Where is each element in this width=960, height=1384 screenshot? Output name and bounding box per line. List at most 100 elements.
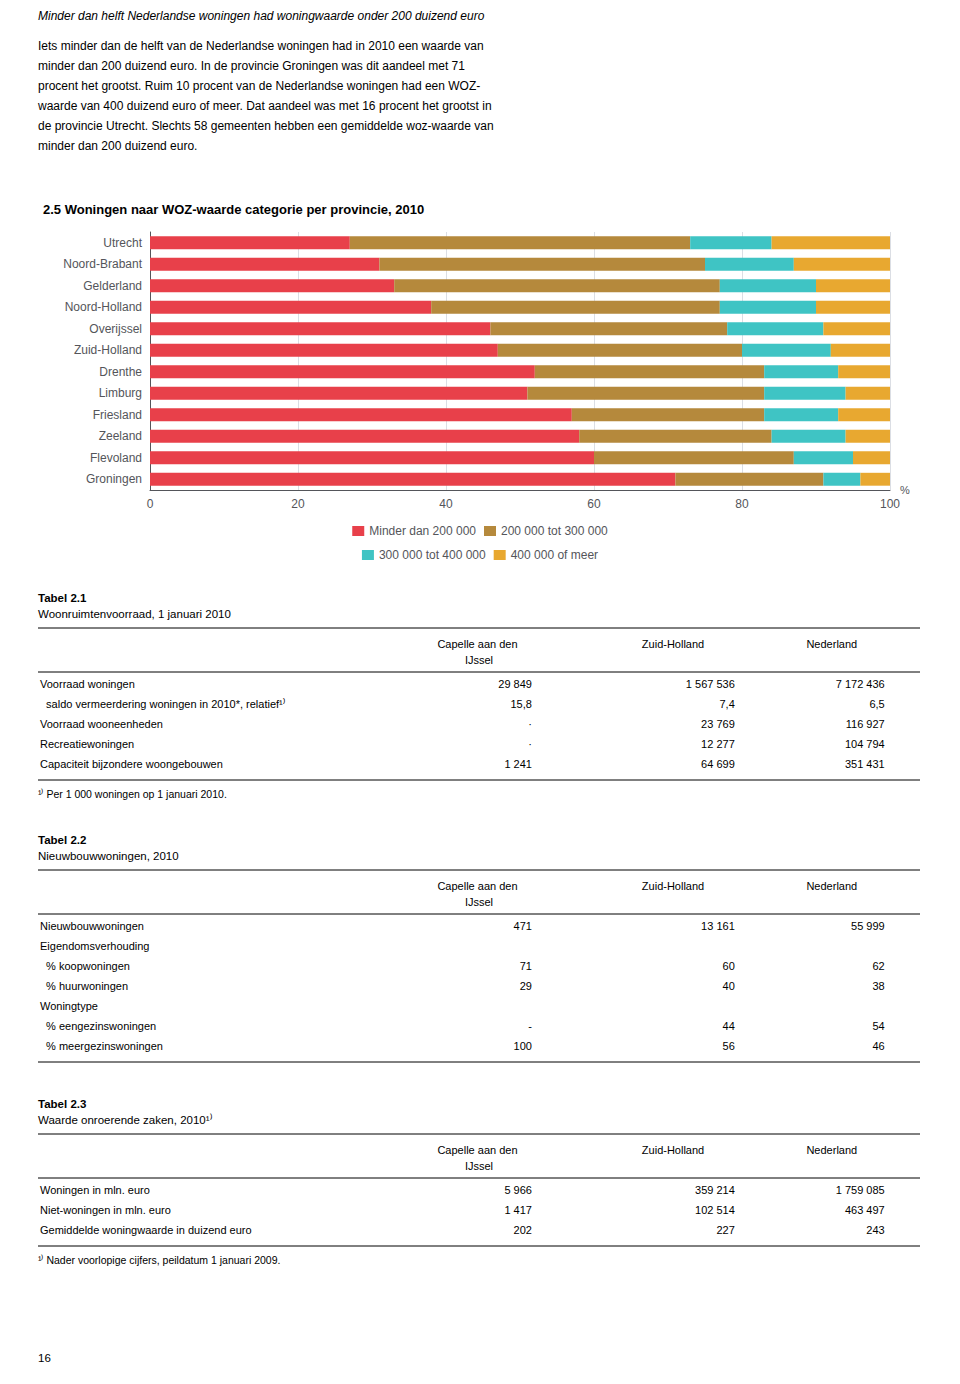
- svg-text:Tabel 2.2: Tabel 2.2: [38, 834, 86, 846]
- svg-text:64 699: 64 699: [701, 758, 735, 770]
- svg-text:7,4: 7,4: [719, 698, 734, 710]
- svg-text:Zuid-Holland: Zuid-Holland: [642, 638, 704, 650]
- svg-text:IJssel: IJssel: [465, 1160, 493, 1172]
- svg-text:20: 20: [291, 497, 305, 511]
- svg-text:Zeeland: Zeeland: [99, 429, 142, 443]
- svg-text:463 497: 463 497: [845, 1204, 885, 1216]
- svg-text:46: 46: [872, 1040, 884, 1052]
- svg-text:29: 29: [520, 980, 532, 992]
- svg-text:40: 40: [439, 497, 453, 511]
- svg-text:minder dan 200 duizend euro. I: minder dan 200 duizend euro. In de provi…: [38, 59, 465, 73]
- svg-text:Zuid-Holland: Zuid-Holland: [642, 880, 704, 892]
- svg-text:15,8: 15,8: [510, 698, 531, 710]
- svg-text:100: 100: [514, 1040, 532, 1052]
- svg-text:Woonruimtenvoorraad, 1 januari: Woonruimtenvoorraad, 1 januari 2010: [38, 608, 231, 620]
- svg-text:104 794: 104 794: [845, 738, 885, 750]
- svg-text:62: 62: [872, 960, 884, 972]
- svg-text:Capelle aan den: Capelle aan den: [437, 1144, 520, 1156]
- svg-text:Noord-Brabant: Noord-Brabant: [63, 257, 142, 271]
- svg-text:80: 80: [735, 497, 749, 511]
- svg-text:Woningtype: Woningtype: [40, 1000, 98, 1012]
- svg-text:55 999: 55 999: [851, 920, 885, 932]
- svg-text:400 000 of meer: 400 000 of meer: [511, 548, 598, 562]
- svg-text:12 277: 12 277: [701, 738, 735, 750]
- svg-text:Tabel 2.3: Tabel 2.3: [38, 1098, 86, 1110]
- svg-text:Gemiddelde woningwaarde in dui: Gemiddelde woningwaarde in duizend euro: [40, 1224, 252, 1236]
- svg-text:71: 71: [520, 960, 532, 972]
- svg-text:Limburg: Limburg: [99, 386, 142, 400]
- svg-text:Capaciteit bijzondere woongebo: Capaciteit bijzondere woongebouwen: [40, 758, 223, 770]
- svg-text:Nederland: Nederland: [806, 1144, 857, 1156]
- svg-text:Voorraad woningen: Voorraad woningen: [40, 678, 135, 690]
- svg-text:Niet-woningen in mln. euro: Niet-woningen in mln. euro: [40, 1204, 171, 1216]
- svg-text:Nieuwbouwwoningen: Nieuwbouwwoningen: [40, 920, 144, 932]
- svg-text:-: -: [528, 1020, 532, 1032]
- svg-text:Tabel 2.1: Tabel 2.1: [38, 592, 87, 604]
- svg-text:% eengezinswoningen: % eengezinswoningen: [40, 1020, 156, 1032]
- svg-text:%: %: [900, 484, 910, 496]
- svg-text:·: ·: [528, 738, 532, 750]
- svg-text:102 514: 102 514: [695, 1204, 735, 1216]
- svg-text:23 769: 23 769: [701, 718, 735, 730]
- svg-text:Capelle aan den: Capelle aan den: [437, 880, 520, 892]
- svg-text:0: 0: [147, 497, 154, 511]
- svg-text:saldo vermeerdering woningen i: saldo vermeerdering woningen in 2010*, r…: [40, 698, 285, 710]
- svg-text:Noord-Holland: Noord-Holland: [65, 300, 142, 314]
- svg-text:54: 54: [872, 1020, 884, 1032]
- svg-text:116 927: 116 927: [846, 718, 885, 730]
- svg-text:16: 16: [38, 1352, 51, 1364]
- svg-text:Woningen in mln. euro: Woningen in mln. euro: [40, 1184, 150, 1196]
- svg-text:% huurwoningen: % huurwoningen: [40, 980, 128, 992]
- svg-text:44: 44: [723, 1020, 735, 1032]
- svg-text:% meergezinswoningen: % meergezinswoningen: [40, 1040, 163, 1052]
- svg-text:Nieuwbouwwoningen, 2010: Nieuwbouwwoningen, 2010: [38, 850, 179, 862]
- svg-text:5 966: 5 966: [504, 1184, 532, 1196]
- svg-text:1 417: 1 417: [504, 1204, 532, 1216]
- svg-text:60: 60: [723, 960, 735, 972]
- svg-text:Waarde onroerende zaken, 2010¹: Waarde onroerende zaken, 2010¹⁾: [38, 1113, 213, 1126]
- svg-text:Groningen: Groningen: [86, 472, 142, 486]
- svg-text:¹⁾ Nader voorlopige cijfers, p: ¹⁾ Nader voorlopige cijfers, peildatum 1…: [38, 1254, 280, 1266]
- svg-text:Iets minder dan de helft van d: Iets minder dan de helft van de Nederlan…: [38, 39, 484, 53]
- svg-text:Zuid-Holland: Zuid-Holland: [642, 1144, 704, 1156]
- svg-text:471: 471: [514, 920, 532, 932]
- svg-text:·: ·: [528, 718, 532, 730]
- svg-text:minder dan 200 duizend euro.: minder dan 200 duizend euro.: [38, 139, 197, 153]
- svg-text:Overijssel: Overijssel: [89, 322, 142, 336]
- svg-text:40: 40: [723, 980, 735, 992]
- svg-text:38: 38: [872, 980, 884, 992]
- svg-text:227: 227: [716, 1224, 734, 1236]
- svg-text:de provincie Utrecht. Slechts: de provincie Utrecht. Slechts 58 gemeent…: [38, 119, 494, 133]
- svg-text:procent het grootst. Ruim 10 p: procent het grootst. Ruim 10 procent van…: [38, 79, 480, 93]
- svg-text:6,5: 6,5: [869, 698, 884, 710]
- svg-text:Voorraad wooneenheden: Voorraad wooneenheden: [40, 718, 163, 730]
- svg-text:Drenthe: Drenthe: [99, 365, 142, 379]
- svg-text:202: 202: [514, 1224, 532, 1236]
- svg-text:Gelderland: Gelderland: [83, 279, 142, 293]
- svg-text:Zuid-Holland: Zuid-Holland: [74, 343, 142, 357]
- svg-text:¹⁾ Per 1 000 woningen op 1 jan: ¹⁾ Per 1 000 woningen op 1 januari 2010.: [38, 788, 227, 800]
- svg-text:Minder dan helft Nederlandse w: Minder dan helft Nederlandse woningen ha…: [38, 9, 485, 23]
- svg-text:7 172 436: 7 172 436: [836, 678, 885, 690]
- svg-text:Minder dan 200 000: Minder dan 200 000: [369, 524, 476, 538]
- svg-text:IJssel: IJssel: [465, 896, 493, 908]
- svg-text:351 431: 351 431: [845, 758, 885, 770]
- svg-text:1 567 536: 1 567 536: [686, 678, 735, 690]
- svg-text:29 849: 29 849: [498, 678, 532, 690]
- svg-text:% koopwoningen: % koopwoningen: [40, 960, 130, 972]
- svg-text:1 759 085: 1 759 085: [836, 1184, 885, 1196]
- svg-text:Friesland: Friesland: [93, 408, 142, 422]
- svg-text:100: 100: [880, 497, 900, 511]
- svg-text:Nederland: Nederland: [806, 880, 857, 892]
- svg-text:waarde van 400 duizend euro of: waarde van 400 duizend euro of meer. Dat…: [37, 99, 492, 113]
- svg-text:2.5 Woningen naar WOZ-waarde c: 2.5 Woningen naar WOZ-waarde categorie p…: [43, 202, 424, 217]
- svg-text:60: 60: [587, 497, 601, 511]
- svg-text:200 000 tot 300 000: 200 000 tot 300 000: [501, 524, 608, 538]
- svg-text:Utrecht: Utrecht: [103, 236, 142, 250]
- svg-text:Nederland: Nederland: [806, 638, 857, 650]
- svg-text:300 000 tot 400 000: 300 000 tot 400 000: [379, 548, 486, 562]
- svg-text:Capelle aan den: Capelle aan den: [437, 638, 520, 650]
- svg-text:IJssel: IJssel: [465, 654, 493, 666]
- svg-text:Flevoland: Flevoland: [90, 451, 142, 465]
- svg-text:13 161: 13 161: [701, 920, 735, 932]
